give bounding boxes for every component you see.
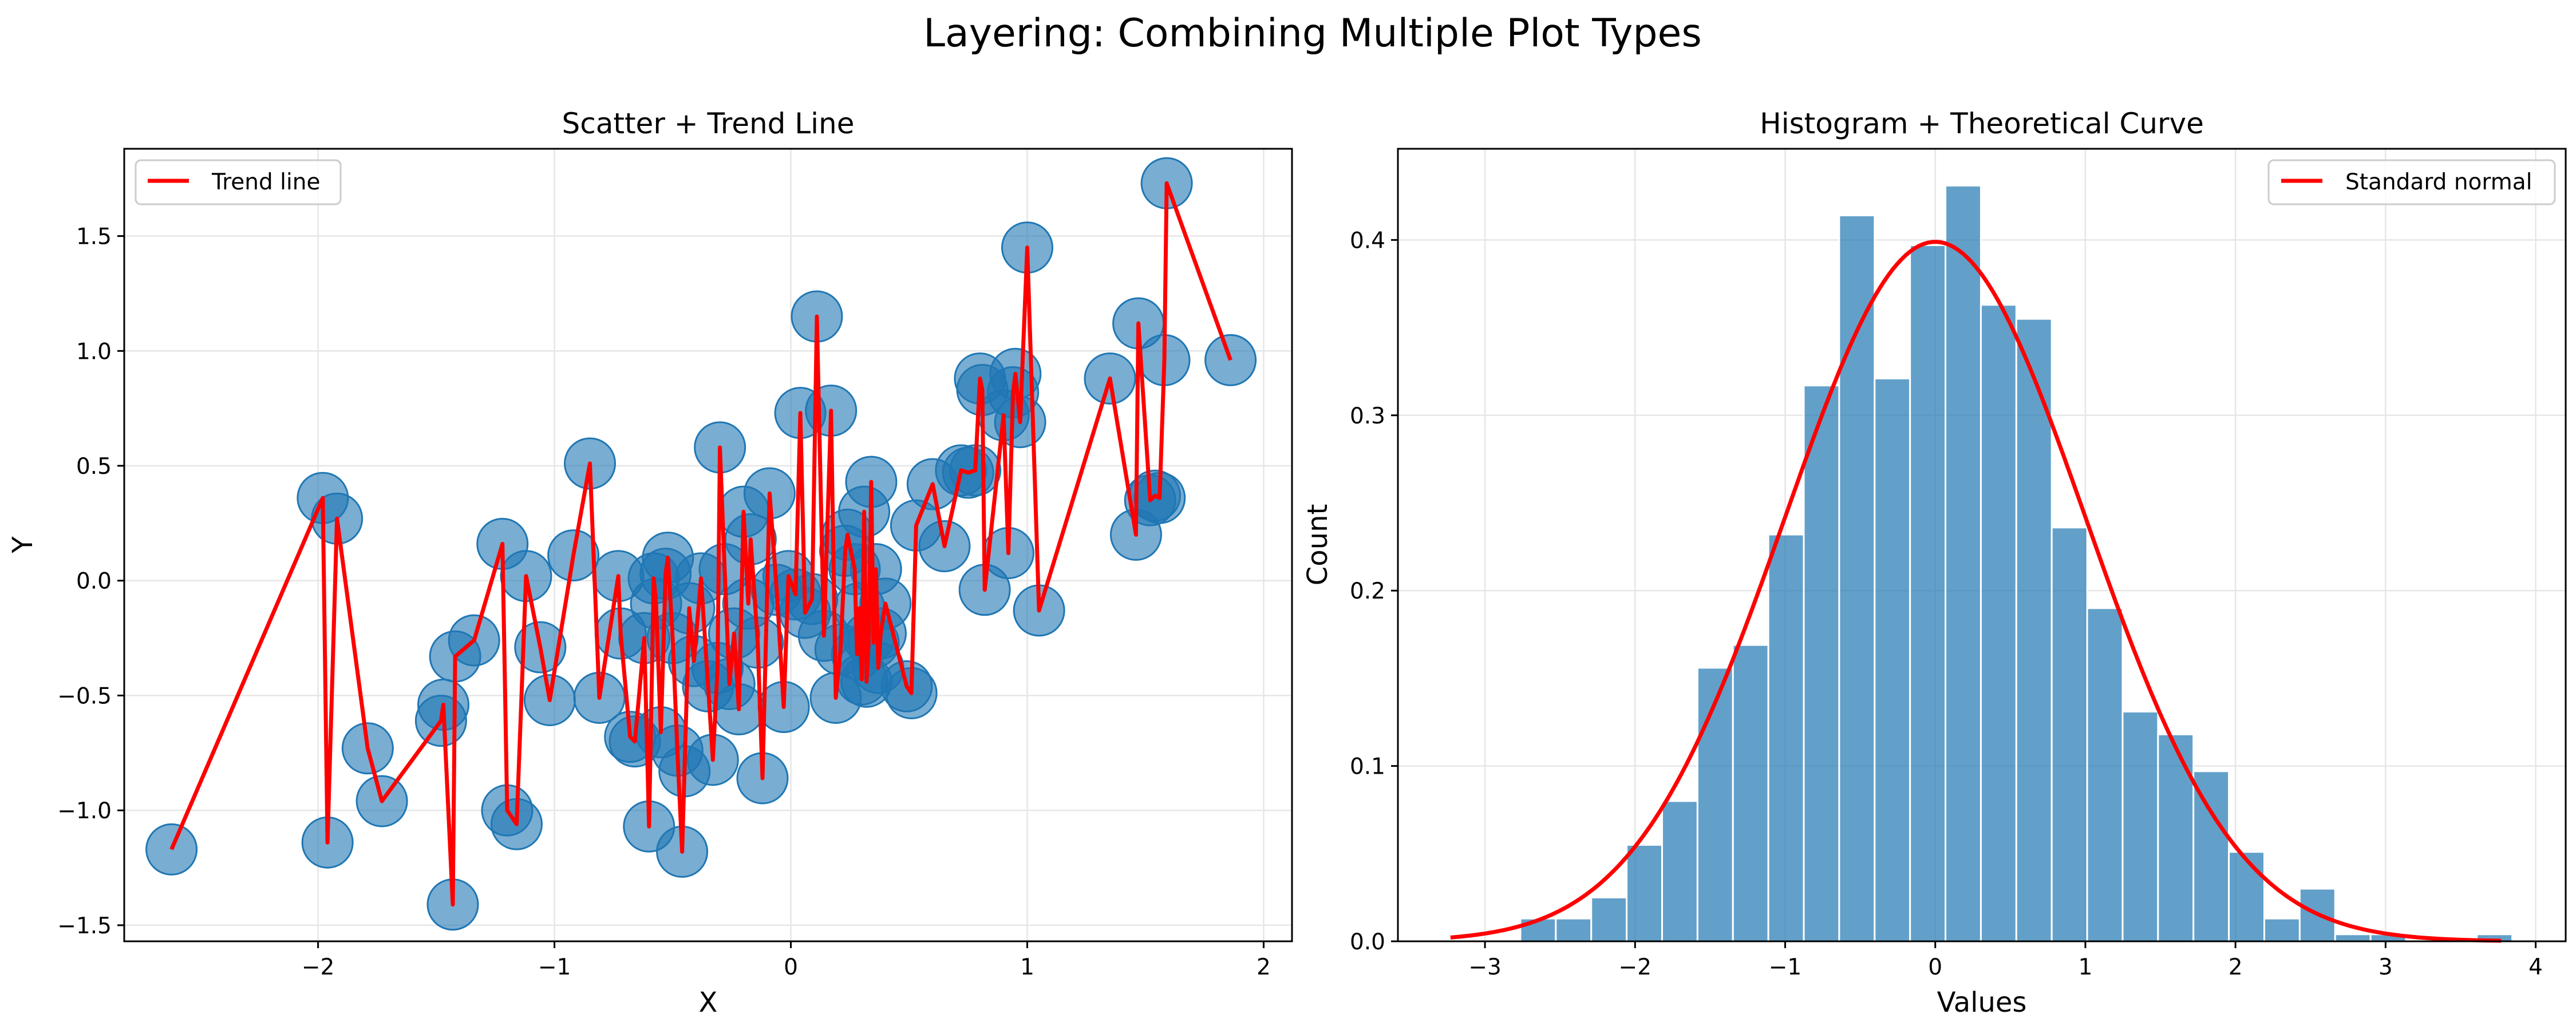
histogram-y-tick-label: 0.1 — [1350, 754, 1385, 780]
histogram-bar — [2334, 933, 2372, 942]
histogram-axes-frame — [1397, 148, 2567, 942]
histogram-x-tick-label: −3 — [1468, 954, 1502, 980]
histogram-x-tick-label: −1 — [1769, 954, 1802, 980]
trend-line-series — [169, 181, 1232, 907]
scatter-legend-box — [135, 159, 342, 205]
histogram-bar — [1838, 214, 1876, 942]
scatter-title: Scatter + Trend Line — [562, 107, 854, 140]
histogram-theory-curve — [1450, 240, 2502, 943]
histogram-bar — [1626, 843, 1663, 942]
standard-normal-curve — [1450, 240, 2502, 943]
histogram-bar — [1874, 377, 1911, 942]
scatter-y-tick-label: 1.0 — [76, 339, 112, 365]
histogram-bar — [2050, 526, 2088, 942]
histogram-x-tick-label: 3 — [2379, 954, 2393, 980]
histogram-legend-box — [2267, 159, 2556, 205]
scatter-y-tick-label: 1.5 — [76, 224, 112, 250]
histogram-y-tick-label: 0.2 — [1350, 579, 1385, 604]
histogram-y-label: Count — [1302, 504, 1334, 586]
histogram-x-tick-label: 0 — [1928, 954, 1942, 980]
histogram-x-tick-label: 2 — [2229, 954, 2243, 980]
scatter-y-tick-label: −1.5 — [57, 913, 112, 939]
histogram-legend-label: Standard normal — [2345, 169, 2532, 195]
histogram-x-ticks: −3 −2 −1 0 1 2 3 4 — [1468, 941, 2543, 980]
histogram-bar — [1980, 304, 2017, 942]
histogram-x-tick-label: 1 — [2079, 954, 2093, 980]
scatter-y-tick-label: −0.5 — [57, 683, 112, 709]
histogram-x-tick-label: −2 — [1619, 954, 1652, 980]
figure-suptitle: Layering: Combining Multiple Plot Types — [923, 11, 1702, 56]
histogram-x-tick-label: 4 — [2528, 954, 2543, 980]
histogram-title: Histogram + Theoretical Curve — [1760, 107, 2204, 140]
scatter-legend-label: Trend line — [211, 169, 321, 195]
histogram-bar — [1945, 184, 1982, 942]
histogram-bar — [1803, 385, 1840, 942]
histogram-legend: Standard normal — [2267, 159, 2556, 205]
scatter-x-tick-label: 2 — [1257, 954, 1271, 980]
scatter-axes-frame — [123, 148, 1293, 942]
histogram-bar — [2121, 711, 2159, 942]
histogram-y-tick-label: 0.0 — [1350, 929, 1385, 955]
scatter-x-tick-label: −1 — [538, 954, 571, 980]
scatter-point — [1204, 334, 1257, 386]
scatter-y-label: Y — [7, 536, 39, 554]
scatter-x-label: X — [699, 987, 718, 1019]
scatter-point — [145, 823, 198, 876]
scatter-x-tick-label: 1 — [1020, 954, 1034, 980]
histogram-bar — [1661, 800, 1698, 942]
scatter-x-tick-label: −2 — [302, 954, 335, 980]
histogram-bar — [1555, 917, 1593, 942]
histogram-bars — [1519, 184, 2514, 942]
scatter-trend-line — [169, 181, 1232, 907]
scatter-y-ticks: −1.5 −1.0 −0.5 0.0 0.5 1.0 1.5 — [57, 224, 124, 939]
histogram-bar — [1909, 244, 1947, 942]
histogram-bar — [2086, 607, 2124, 942]
scatter-y-tick-label: −1.0 — [57, 798, 112, 824]
histogram-bar — [2015, 318, 2053, 942]
histogram-bar — [2263, 917, 2301, 942]
histogram-bar — [2228, 851, 2265, 942]
histogram-y-tick-label: 0.4 — [1350, 228, 1385, 253]
histogram-bar — [1590, 896, 1628, 942]
histogram-bar — [1732, 644, 1769, 942]
scatter-panel: −2 −1 0 1 2 −1.5 −1.0 −0.5 0.0 0.5 1.0 1.5 Scatter… — [7, 107, 1293, 1019]
scatter-y-tick-label: 0.0 — [76, 569, 112, 595]
histogram-y-tick-label: 0.3 — [1350, 403, 1385, 429]
histogram-bar — [1767, 533, 1805, 942]
scatter-x-tick-label: 0 — [784, 954, 798, 980]
histogram-y-ticks: 0.0 0.1 0.2 0.3 0.4 — [1350, 228, 1398, 955]
histogram-x-label: Values — [1937, 987, 2027, 1019]
histogram-bar — [1696, 667, 1734, 942]
histogram-bar — [2192, 770, 2230, 942]
scatter-y-tick-label: 0.5 — [76, 454, 112, 480]
scatter-legend: Trend line — [135, 159, 342, 205]
histogram-panel: −3 −2 −1 0 1 2 3 4 0.0 0.1 0.2 0.3 0.4 Histogram + … — [1302, 107, 2567, 1019]
histogram-bar — [2157, 733, 2195, 942]
scatter-x-ticks: −2 −1 0 1 2 — [302, 941, 1271, 980]
